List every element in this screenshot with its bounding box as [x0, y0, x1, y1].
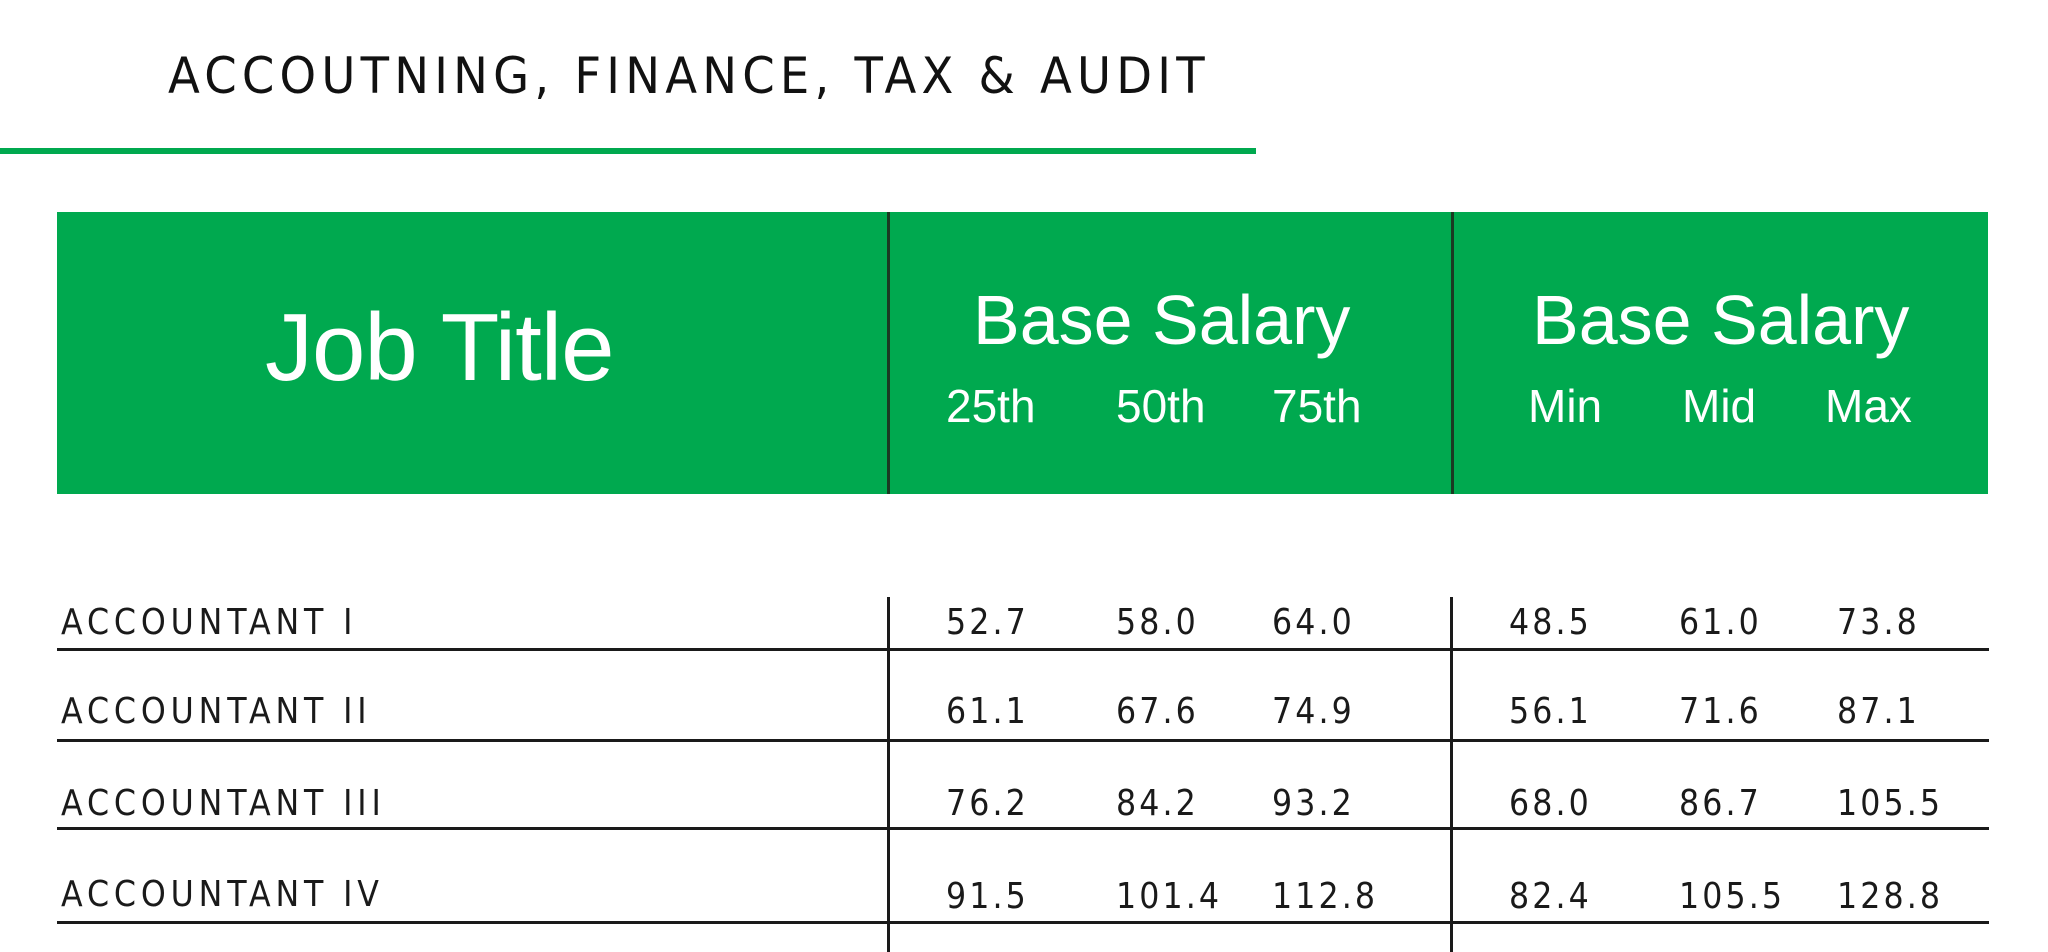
row-separator	[57, 827, 1989, 830]
value-75th: 112.8	[1272, 876, 1379, 917]
value-50th: 101.4	[1116, 876, 1223, 917]
column-header-75th: 75th	[1272, 380, 1362, 432]
value-mid: 86.7	[1679, 783, 1762, 824]
row-separator	[57, 739, 1989, 742]
value-75th: 93.2	[1272, 783, 1355, 824]
value-25th: 52.7	[946, 602, 1029, 643]
value-min: 56.1	[1509, 691, 1592, 732]
value-75th: 64.0	[1272, 602, 1355, 643]
value-mid: 105.5	[1679, 876, 1786, 917]
column-header-min: Min	[1528, 380, 1603, 432]
value-25th: 91.5	[946, 876, 1029, 917]
job-title-cell: ACCOUNTANT III	[61, 783, 386, 824]
job-title-cell: ACCOUNTANT II	[61, 691, 372, 732]
value-mid: 71.6	[1679, 691, 1762, 732]
row-separator	[57, 921, 1989, 924]
column-header-mid: Mid	[1682, 380, 1757, 432]
data-divider-2	[1450, 597, 1453, 952]
value-mid: 61.0	[1679, 602, 1762, 643]
column-header-25th: 25th	[946, 380, 1036, 432]
header-divider-2	[1451, 212, 1454, 494]
title-underline-rule	[0, 148, 1256, 154]
value-max: 128.8	[1837, 876, 1944, 917]
column-group-header-range: Base Salary	[1532, 281, 1910, 359]
value-25th: 76.2	[946, 783, 1029, 824]
value-min: 48.5	[1509, 602, 1592, 643]
data-divider-1	[887, 597, 890, 952]
value-75th: 74.9	[1272, 691, 1355, 732]
column-header-50th: 50th	[1116, 380, 1206, 432]
value-25th: 61.1	[946, 691, 1029, 732]
value-50th: 84.2	[1116, 783, 1199, 824]
job-title-cell: ACCOUNTANT I	[61, 602, 358, 643]
value-min: 68.0	[1509, 783, 1592, 824]
job-title-cell: ACCOUNTANT IV	[61, 874, 384, 915]
header-divider-1	[887, 212, 890, 494]
value-max: 73.8	[1837, 602, 1920, 643]
row-separator	[57, 648, 1989, 651]
value-max: 87.1	[1837, 691, 1920, 732]
column-group-header-percentiles: Base Salary	[973, 281, 1351, 359]
column-header-max: Max	[1825, 380, 1912, 432]
value-min: 82.4	[1509, 876, 1592, 917]
table-header	[57, 212, 1988, 494]
value-50th: 67.6	[1116, 691, 1199, 732]
column-header-job-title: Job Title	[265, 294, 615, 401]
value-50th: 58.0	[1116, 602, 1199, 643]
value-max: 105.5	[1837, 783, 1944, 824]
page-title: ACCOUTNING, FINANCE, TAX & AUDIT	[168, 47, 1210, 105]
